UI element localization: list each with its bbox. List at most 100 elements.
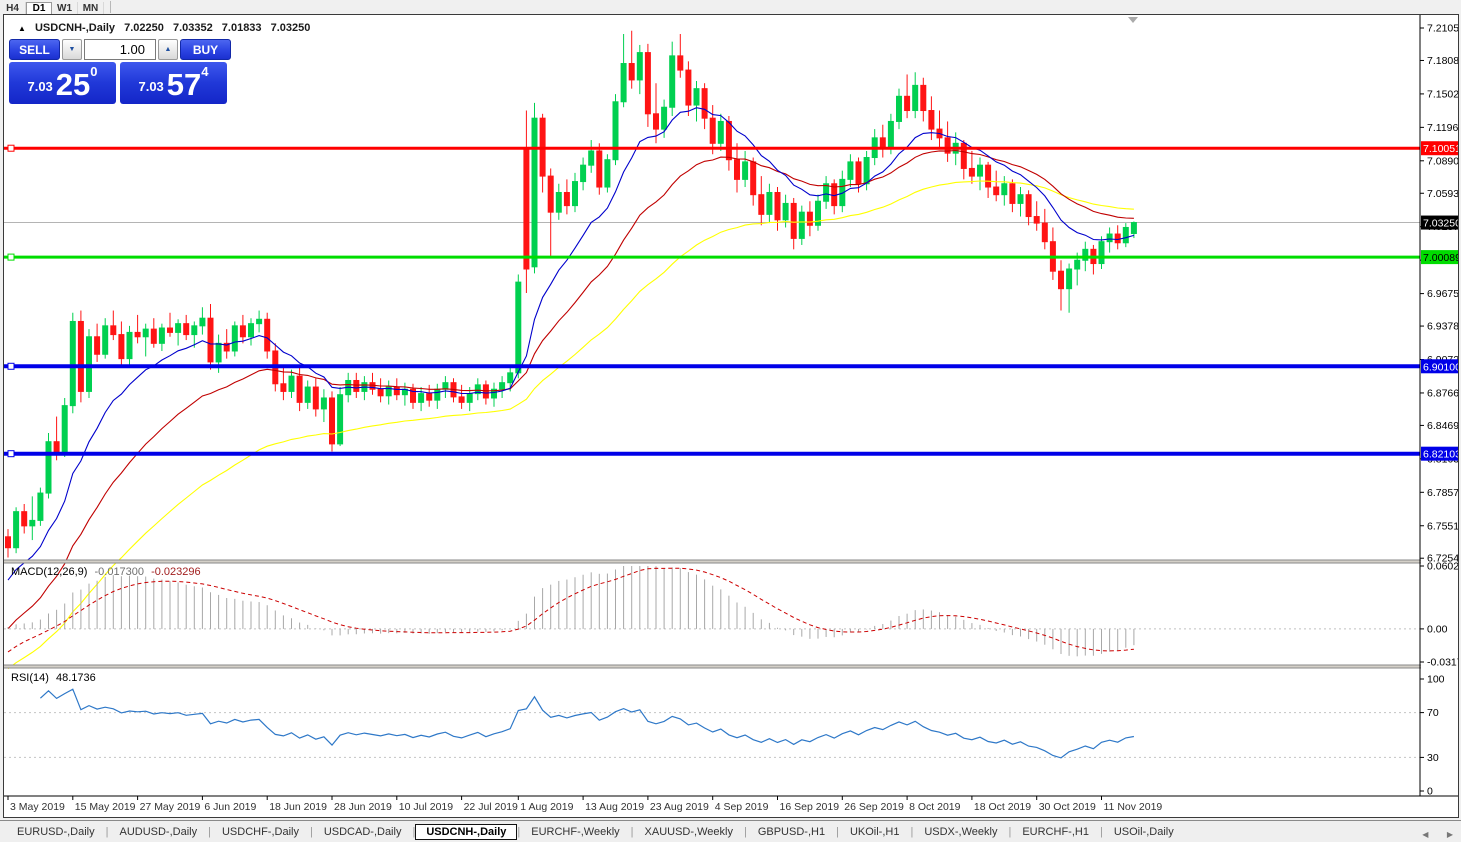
svg-text:10 Jul 2019: 10 Jul 2019 xyxy=(399,801,453,813)
timeframe-toolbar: H4 D1 W1 MN xyxy=(0,0,1461,15)
svg-text:6.93780: 6.93780 xyxy=(1427,321,1458,333)
svg-text:11 Nov 2019: 11 Nov 2019 xyxy=(1104,801,1163,813)
sell-price-panel[interactable]: 7.03 25 0 xyxy=(9,62,116,104)
svg-text:18 Oct 2019: 18 Oct 2019 xyxy=(974,801,1031,813)
ohlc-open: 7.02250 xyxy=(124,22,164,34)
sell-price-sup: 0 xyxy=(90,64,98,79)
chart-tab-usdcad[interactable]: USDCAD-,Daily xyxy=(323,825,402,838)
tab-separator: | xyxy=(743,825,747,838)
tab-separator: | xyxy=(517,825,521,838)
macd-indicator-label: MACD(12,26,9) -0.017300 -0.023296 xyxy=(11,566,201,578)
svg-text:4 Sep 2019: 4 Sep 2019 xyxy=(715,801,769,813)
svg-text:6.90100: 6.90100 xyxy=(1423,361,1458,373)
svg-text:0.00: 0.00 xyxy=(1427,623,1448,635)
timeframe-button-w1[interactable]: W1 xyxy=(52,2,78,15)
svg-text:7.18080: 7.18080 xyxy=(1427,55,1458,67)
svg-text:6.82103: 6.82103 xyxy=(1423,449,1458,461)
tab-separator: | xyxy=(1099,825,1103,838)
chart-tab-ukoil[interactable]: UKOil-,H1 xyxy=(849,825,900,838)
svg-text:28 Jun 2019: 28 Jun 2019 xyxy=(334,801,392,813)
svg-text:7.08900: 7.08900 xyxy=(1427,155,1458,167)
volume-decrease-button[interactable]: ▼ xyxy=(62,39,82,60)
chart-tab-usdx[interactable]: USDX-,Weekly xyxy=(924,825,998,838)
svg-text:7.05930: 7.05930 xyxy=(1427,188,1458,200)
volume-input[interactable] xyxy=(84,39,156,60)
chart-tab-xauusd[interactable]: XAUUSD-,Weekly xyxy=(644,825,733,838)
svg-text:6.84690: 6.84690 xyxy=(1427,420,1458,432)
chart-tab-audusd[interactable]: AUDUSD-,Daily xyxy=(119,825,198,838)
svg-text:8 Oct 2019: 8 Oct 2019 xyxy=(909,801,961,813)
chart-tab-usoil[interactable]: USOil-,Daily xyxy=(1113,825,1174,838)
toolbar-separator xyxy=(110,1,111,13)
svg-text:70: 70 xyxy=(1427,707,1439,719)
chart-tab-bar: EURUSD-,Daily | AUDUSD-,Daily | USDCHF-,Dail… xyxy=(0,820,1461,842)
timeframe-button-mn[interactable]: MN xyxy=(78,2,104,15)
ohlc-high: 7.03352 xyxy=(172,22,213,34)
tab-scroll-left-icon[interactable]: ◀ xyxy=(1422,830,1429,839)
chart-tabs: EURUSD-,Daily | AUDUSD-,Daily | USDCHF-,Dail… xyxy=(0,823,1185,840)
svg-text:0.060273: 0.060273 xyxy=(1427,561,1458,573)
collapse-panel-arrow-icon[interactable]: ▲ xyxy=(18,24,26,33)
buy-button[interactable]: BUY xyxy=(180,39,231,60)
svg-text:6.75510: 6.75510 xyxy=(1427,520,1458,532)
chart-canvas[interactable]: 7.21050 7.18080 7.15020 7.11960 7.08900 7.059… xyxy=(4,15,1458,817)
buy-price-sup: 4 xyxy=(201,64,209,79)
tab-separator: | xyxy=(630,825,634,838)
symbol-label: USDCNH-,Daily xyxy=(34,22,116,34)
tab-separator: | xyxy=(105,825,109,838)
sell-price-big: 25 xyxy=(55,67,91,102)
svg-text:30 Oct 2019: 30 Oct 2019 xyxy=(1039,801,1096,813)
svg-text:6.96750: 6.96750 xyxy=(1427,288,1458,300)
svg-text:23 Aug 2019: 23 Aug 2019 xyxy=(650,801,709,813)
tab-separator: | xyxy=(208,825,211,838)
macd-value-1: -0.017300 xyxy=(94,566,145,578)
svg-text:7.15020: 7.15020 xyxy=(1427,88,1458,100)
svg-text:7.10051: 7.10051 xyxy=(1423,143,1458,155)
macd-value-2: -0.023296 xyxy=(151,566,201,578)
buy-price-big: 57 xyxy=(166,67,202,102)
svg-text:7.21050: 7.21050 xyxy=(1427,23,1458,35)
svg-text:1 Aug 2019: 1 Aug 2019 xyxy=(520,801,573,813)
svg-text:7.11960: 7.11960 xyxy=(1427,122,1458,134)
tab-separator: | xyxy=(910,825,914,838)
rsi-name: RSI(14) xyxy=(11,672,49,684)
volume-increase-button[interactable]: ▲ xyxy=(158,39,178,60)
svg-text:27 May 2019: 27 May 2019 xyxy=(140,801,201,813)
svg-text:6.72540: 6.72540 xyxy=(1427,553,1458,565)
svg-text:6.87660: 6.87660 xyxy=(1427,387,1458,399)
svg-text:-0.031725: -0.031725 xyxy=(1427,657,1458,669)
rsi-value: 48.1736 xyxy=(55,672,96,684)
chart-tab-eurusd[interactable]: EURUSD-,Daily xyxy=(17,825,95,838)
ohlc-close: 7.03250 xyxy=(270,22,311,34)
tab-scroll-nav: ◀ ▶ xyxy=(1408,824,1453,842)
buy-price-base: 7.03 xyxy=(138,79,164,94)
sell-button[interactable]: SELL xyxy=(9,39,60,60)
svg-text:16 Sep 2019: 16 Sep 2019 xyxy=(780,801,840,813)
svg-text:0: 0 xyxy=(1427,786,1433,798)
svg-text:30: 30 xyxy=(1427,752,1439,764)
chart-tab-eurchf[interactable]: EURCHF-,Weekly xyxy=(531,825,620,838)
ohlc-low: 7.01833 xyxy=(221,22,262,34)
timeframe-button-h4[interactable]: H4 xyxy=(0,2,26,15)
chart-tab-gbpusd[interactable]: GBPUSD-,H1 xyxy=(757,825,826,838)
svg-text:7.00089: 7.00089 xyxy=(1423,252,1458,264)
svg-text:26 Sep 2019: 26 Sep 2019 xyxy=(844,801,904,813)
svg-text:13 Aug 2019: 13 Aug 2019 xyxy=(585,801,644,813)
chart-title: ▲ USDCNH-,Daily 7.02250 7.03352 7.01833 … xyxy=(18,22,310,34)
tab-separator: | xyxy=(836,825,839,838)
tab-separator: | xyxy=(309,825,313,838)
svg-text:22 Jul 2019: 22 Jul 2019 xyxy=(464,801,518,813)
one-click-trade-panel: SELL ▼ ▲ BUY 7.03 25 0 7.03 57 4 xyxy=(9,39,231,104)
buy-price-panel[interactable]: 7.03 57 4 xyxy=(120,62,227,104)
tab-separator: | xyxy=(1008,825,1012,838)
tab-scroll-right-icon[interactable]: ▶ xyxy=(1446,830,1453,839)
sell-price-base: 7.03 xyxy=(27,79,53,94)
svg-text:15 May 2019: 15 May 2019 xyxy=(75,801,136,813)
chart-tab-usdchf[interactable]: USDCHF-,Daily xyxy=(221,825,299,838)
svg-text:6.78570: 6.78570 xyxy=(1427,487,1458,499)
svg-text:6 Jun 2019: 6 Jun 2019 xyxy=(204,801,256,813)
chart-tab-usdcnh[interactable]: USDCNH-,Daily xyxy=(415,823,518,840)
rsi-indicator-label: RSI(14) 48.1736 xyxy=(11,672,96,684)
chart-tab-eurchf[interactable]: EURCHF-,H1 xyxy=(1022,825,1089,838)
